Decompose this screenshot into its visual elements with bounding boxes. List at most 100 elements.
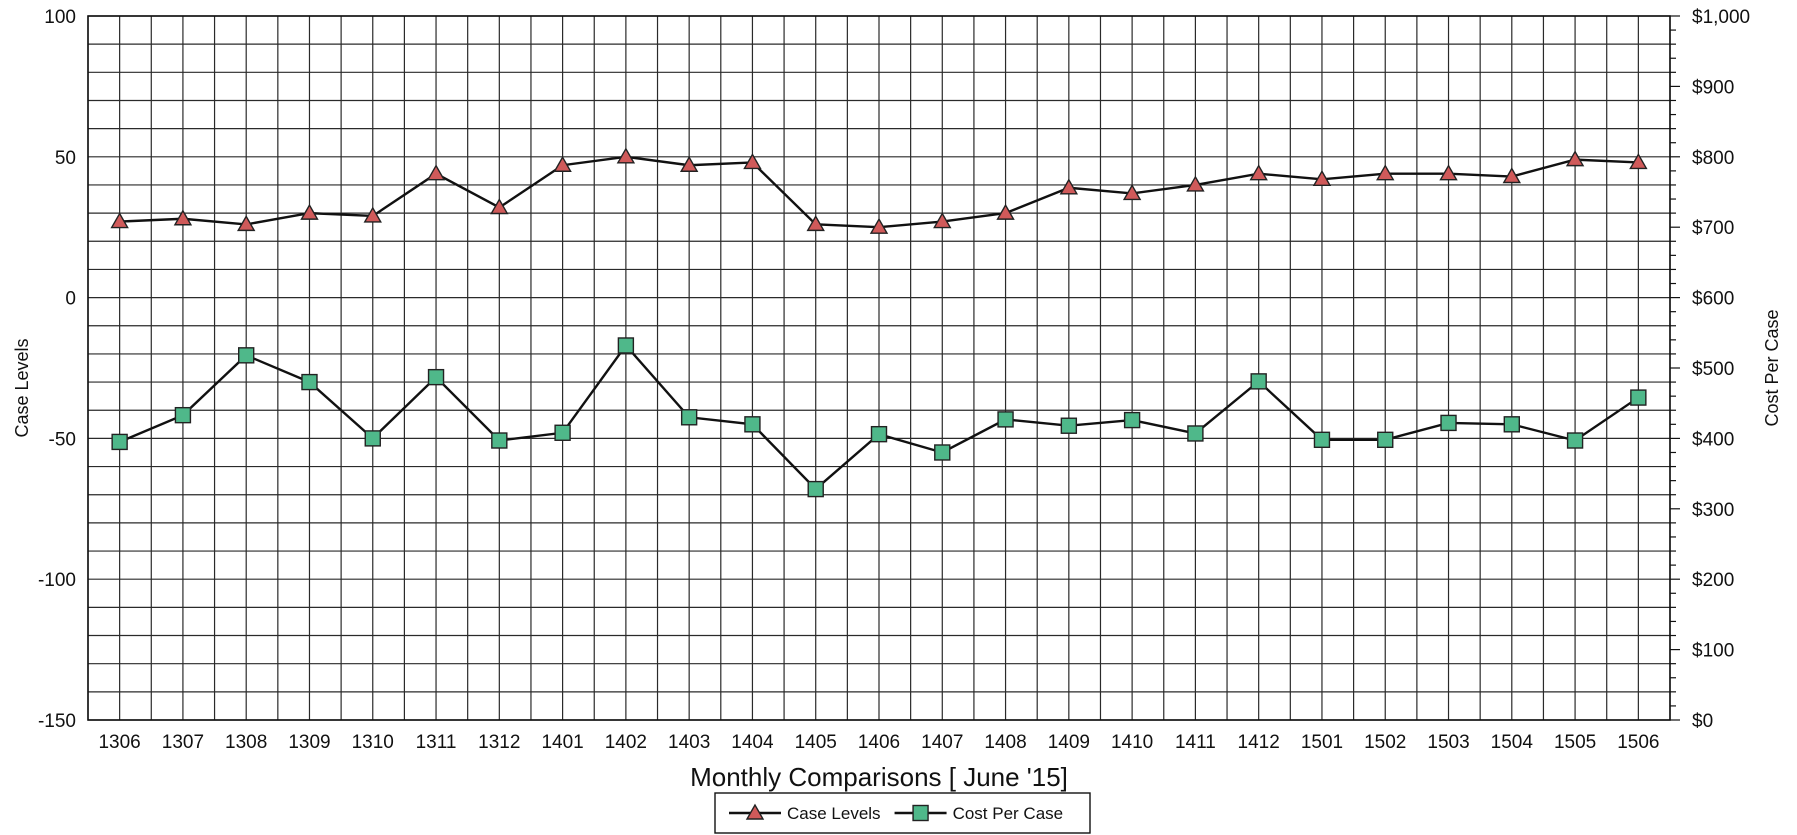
data-point-triangle — [679, 155, 699, 172]
data-point-triangle — [110, 212, 129, 229]
x-tick-label: 1404 — [731, 732, 774, 753]
x-tick-label: 1402 — [605, 732, 647, 753]
y2-tick-label: $400 — [1692, 429, 1734, 450]
x-tick-label: 1409 — [1048, 732, 1090, 753]
y-tick-label: -100 — [38, 570, 76, 591]
data-point-triangle — [1059, 178, 1079, 195]
data-point-square — [744, 416, 761, 433]
series-case-levels — [110, 147, 1648, 234]
data-point-square — [1630, 389, 1647, 406]
data-point-square — [111, 433, 128, 451]
data-point-triangle — [426, 164, 446, 181]
y2-tick-label: $300 — [1692, 500, 1734, 521]
data-point-square — [617, 337, 635, 354]
x-tick-label: 1503 — [1427, 732, 1469, 753]
legend-marker-triangle — [745, 803, 765, 820]
data-point-triangle — [1502, 167, 1522, 184]
x-axis-label: Monthly Comparisons [ June '15] — [690, 762, 1068, 792]
data-point-square — [1250, 373, 1267, 390]
x-tick-label: 1307 — [162, 732, 204, 753]
x-tick-label: 1405 — [795, 732, 837, 753]
x-tick-label: 1410 — [1111, 732, 1153, 753]
data-point-triangle — [1629, 153, 1648, 170]
data-point-triangle — [1376, 164, 1395, 181]
y2-tick-label: $800 — [1692, 148, 1734, 169]
y-tick-label: 100 — [44, 7, 76, 28]
y2-tick-label: $100 — [1692, 641, 1734, 662]
data-point-square — [237, 347, 255, 364]
series-cost-per-case — [111, 337, 1647, 498]
x-tick-label: 1312 — [478, 732, 520, 753]
legend-label: Cost Per Case — [953, 804, 1064, 823]
data-point-triangle — [616, 147, 636, 164]
y-axis-label: Case Levels — [12, 338, 32, 437]
legend-label: Case Levels — [787, 804, 881, 823]
y-tick-label: -50 — [49, 429, 76, 450]
data-point-triangle — [1439, 164, 1458, 181]
data-point-square — [427, 368, 445, 386]
y2-tick-label: $1,000 — [1692, 7, 1750, 28]
data-point-square — [807, 480, 824, 498]
data-point-square — [174, 406, 192, 424]
y-tick-label: 0 — [65, 289, 76, 310]
y2-tick-label: $500 — [1692, 359, 1734, 380]
data-point-square — [1123, 411, 1141, 429]
y2-tick-label: $0 — [1692, 711, 1713, 732]
data-point-triangle — [933, 212, 952, 229]
data-point-square — [1566, 432, 1584, 449]
data-point-square — [554, 424, 571, 441]
y-tick-label: -150 — [38, 711, 76, 732]
y2-tick-label: $200 — [1692, 570, 1734, 591]
data-point-triangle — [996, 203, 1015, 220]
data-point-square — [997, 411, 1014, 428]
x-tick-label: 1306 — [98, 732, 140, 753]
data-point-triangle — [806, 214, 825, 232]
data-point-square — [364, 430, 381, 447]
data-point-triangle — [743, 153, 762, 170]
right-axis-ticks — [1670, 15, 1680, 721]
legend: Case Levels Cost Per Case — [714, 792, 1091, 834]
data-point-square — [934, 444, 951, 461]
data-point-square — [680, 409, 698, 426]
data-point-triangle — [300, 203, 319, 220]
legend-item: Case Levels — [729, 803, 881, 823]
data-point-triangle — [1565, 150, 1585, 167]
x-tick-label: 1311 — [416, 732, 457, 753]
data-point-triangle — [236, 214, 256, 232]
data-point-triangle — [1312, 169, 1332, 187]
legend-marker-square — [912, 804, 929, 822]
y-tick-label: 50 — [55, 148, 76, 169]
data-point-square — [1313, 431, 1331, 449]
data-point-triangle — [173, 209, 193, 226]
y2-tick-label: $900 — [1692, 77, 1734, 98]
x-tick-label: 1309 — [288, 732, 330, 753]
data-point-triangle — [869, 217, 889, 234]
x-tick-label: 1504 — [1491, 732, 1534, 753]
x-tick-label: 1412 — [1238, 732, 1280, 753]
data-point-square — [491, 432, 508, 449]
data-point-triangle — [1249, 164, 1268, 181]
x-tick-label: 1308 — [225, 732, 267, 753]
data-point-square — [1377, 431, 1394, 449]
x-tick-label: 1406 — [858, 732, 900, 753]
data-point-square — [1187, 425, 1204, 442]
data-point-square — [870, 425, 888, 443]
data-point-square — [301, 373, 318, 391]
x-tick-label: 1407 — [921, 732, 963, 753]
y2-tick-label: $700 — [1692, 218, 1734, 239]
x-tick-label: 1501 — [1301, 732, 1343, 753]
data-point-triangle — [1122, 183, 1142, 201]
y2-tick-label: $600 — [1692, 289, 1734, 310]
grid — [87, 15, 1671, 721]
x-tick-label: 1310 — [352, 732, 394, 753]
x-tick-label: 1401 — [541, 732, 583, 753]
data-point-triangle — [1186, 175, 1205, 192]
data-point-triangle — [363, 206, 382, 223]
x-tick-label: 1403 — [668, 732, 710, 753]
data-point-square — [1440, 414, 1457, 432]
x-tick-label: 1411 — [1175, 732, 1216, 753]
x-tick-label: 1505 — [1554, 732, 1596, 753]
x-tick-label: 1408 — [984, 732, 1026, 753]
